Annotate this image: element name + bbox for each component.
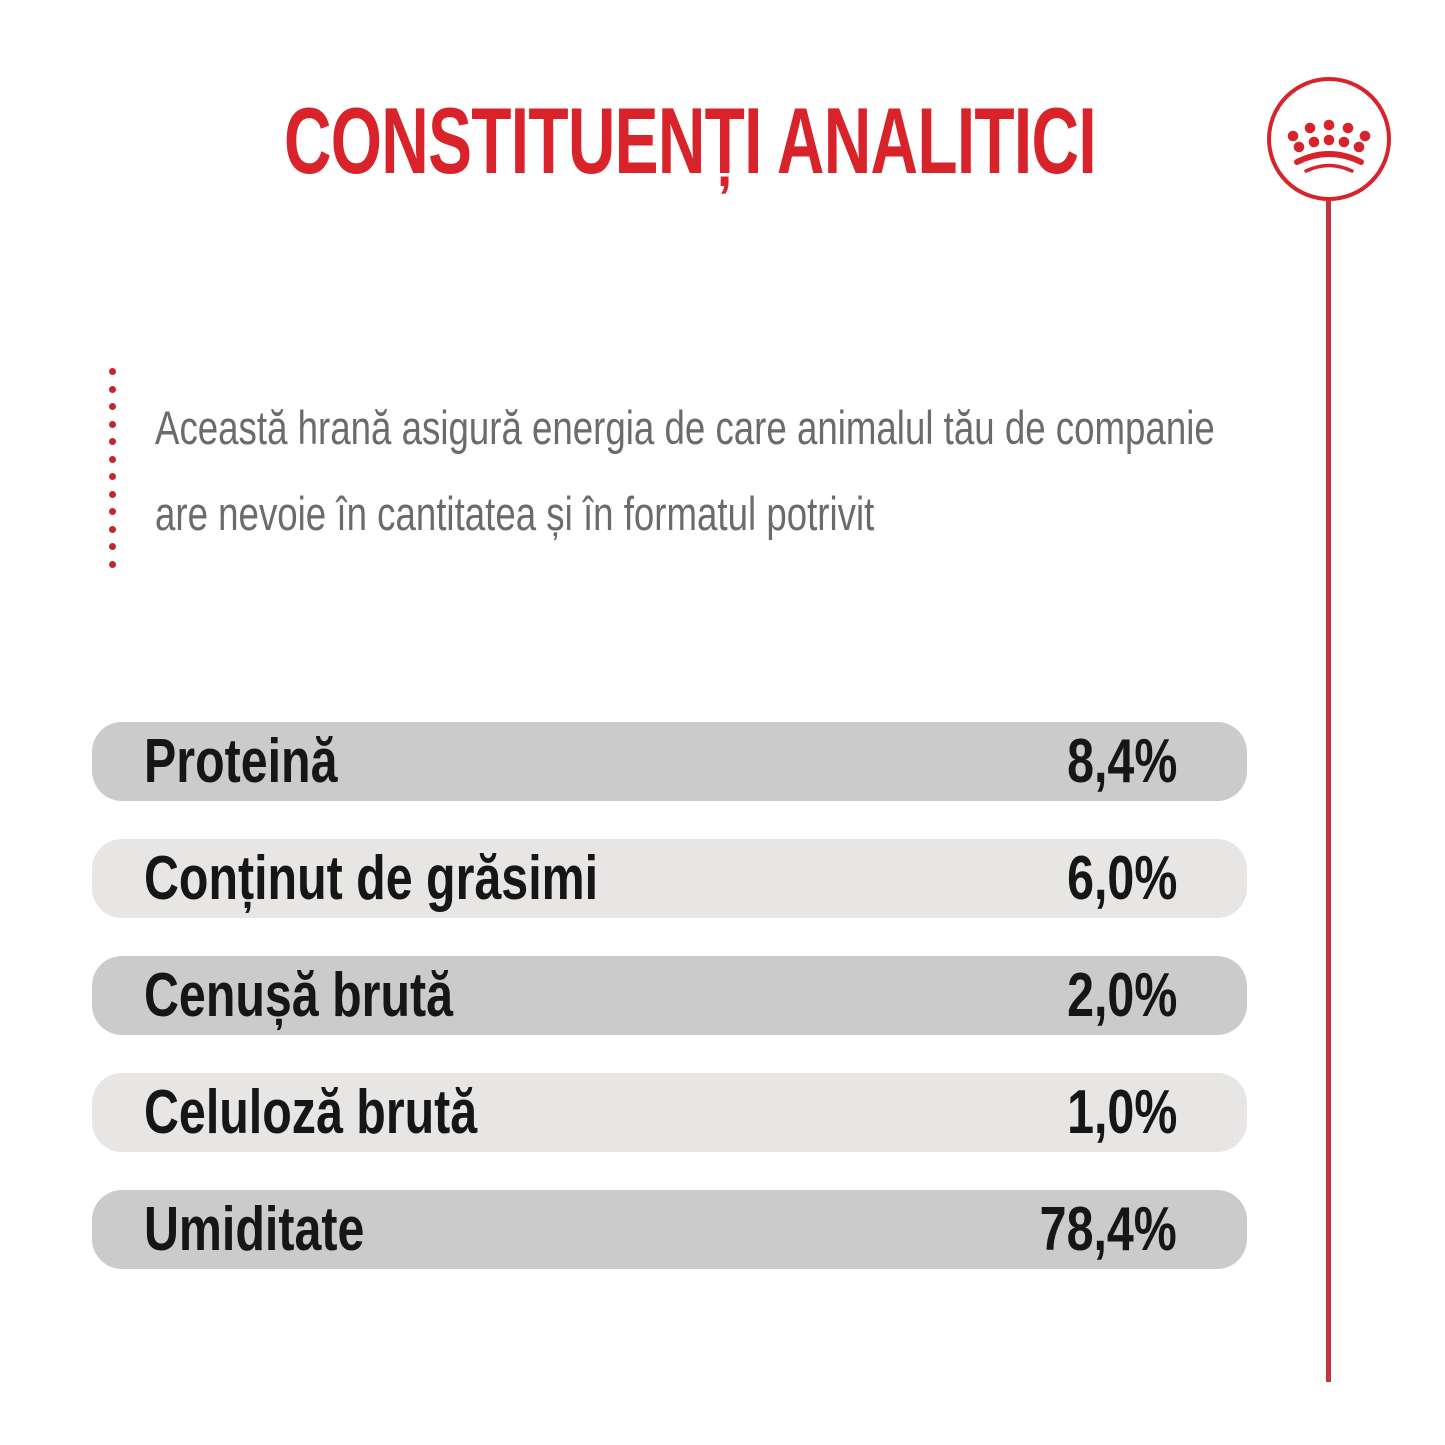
dot	[109, 560, 116, 568]
table-row: Celuloză brută 1,0%	[92, 1073, 1247, 1152]
intro-line: are nevoie în cantitatea și în formatul …	[155, 487, 875, 540]
row-value: 6,0%	[1066, 844, 1177, 913]
analytical-constituents-table: Proteină 8,4% Conținut de grăsimi 6,0% C…	[92, 722, 1247, 1307]
row-label: Conținut de grăsimi	[144, 844, 599, 913]
dot	[109, 455, 116, 463]
crown-icon	[1267, 77, 1391, 201]
row-label: Cenușă brută	[144, 961, 454, 1030]
dot	[109, 490, 116, 498]
crown-arcs	[1294, 151, 1364, 173]
row-value: 8,4%	[1066, 727, 1177, 796]
table-row: Cenușă brută 2,0%	[92, 956, 1247, 1035]
dot	[109, 420, 116, 428]
table-row: Proteină 8,4%	[92, 722, 1247, 801]
row-label: Proteină	[144, 727, 338, 796]
row-label: Celuloză brută	[144, 1078, 478, 1147]
dot	[109, 543, 116, 550]
dotted-accent-line	[109, 368, 116, 568]
dot	[109, 368, 116, 375]
dot	[109, 385, 116, 393]
page-title: CONSTITUENȚI ANALITICI	[0, 90, 1380, 192]
royal-canin-crown-logo	[1264, 74, 1394, 204]
dot	[109, 403, 116, 410]
intro-line: Această hrană asigură energia de care an…	[155, 401, 1215, 454]
crown-dots	[1287, 119, 1371, 153]
dot	[109, 508, 116, 515]
dot	[109, 438, 116, 445]
table-row: Conținut de grăsimi 6,0%	[92, 839, 1247, 918]
row-label: Umiditate	[144, 1195, 365, 1264]
dot	[109, 525, 116, 533]
page-title-text: CONSTITUENȚI ANALITICI	[284, 88, 1097, 193]
table-row: Umiditate 78,4%	[92, 1190, 1247, 1269]
dot	[109, 473, 116, 480]
row-value: 2,0%	[1066, 961, 1177, 1030]
intro-text: Această hrană asigură energia de care an…	[155, 385, 1395, 557]
row-value: 1,0%	[1066, 1078, 1177, 1147]
row-value: 78,4%	[1039, 1195, 1177, 1264]
vertical-accent-line	[1326, 201, 1331, 1382]
